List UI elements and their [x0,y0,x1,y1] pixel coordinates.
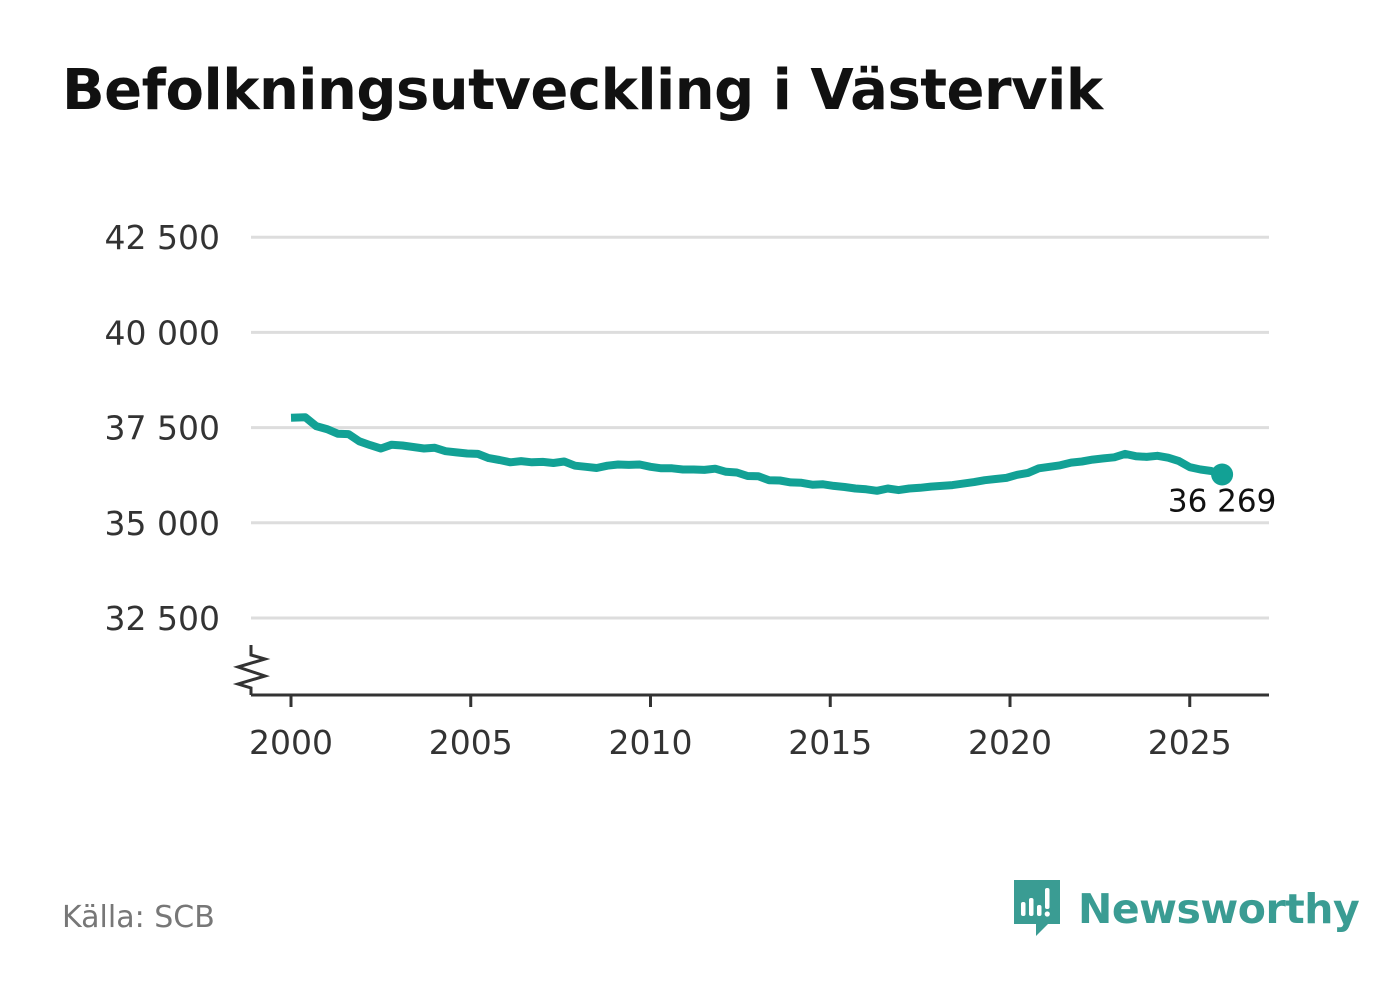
x-axis [232,645,1269,697]
source-note: Källa: SCB [62,900,215,935]
y-axis-ticks: 32 500 35 000 37 500 40 000 42 500 [105,218,220,638]
series-layer: 36 269 [290,413,1276,519]
x-axis-ticks: 2000 2005 2010 2015 2020 2025 [249,695,1232,762]
y-tick-label: 37 500 [105,409,220,448]
grid-lines [251,235,1269,620]
axis-break-icon [232,645,271,695]
x-tick-label: 2010 [609,723,693,762]
y-tick-label: 40 000 [105,313,220,352]
brand-logo[interactable]: Newsworthy [1012,878,1360,940]
end-value-label: 36 269 [1168,483,1276,519]
x-tick-label: 2015 [788,723,872,762]
y-tick-label: 35 000 [105,504,220,543]
x-tick-label: 2025 [1148,723,1232,762]
x-tick-label: 2020 [968,723,1052,762]
end-point-marker [1211,463,1234,486]
x-tick-label: 2005 [429,723,513,762]
brand-name: Newsworthy [1078,885,1360,933]
chart-title: Befolkningsutveckling i Västervik [62,58,1103,123]
newsworthy-logo-icon [1014,880,1060,936]
y-tick-label: 32 500 [105,599,220,638]
y-tick-label: 42 500 [105,218,220,257]
x-tick-label: 2000 [249,723,333,762]
series-line [290,413,1224,495]
